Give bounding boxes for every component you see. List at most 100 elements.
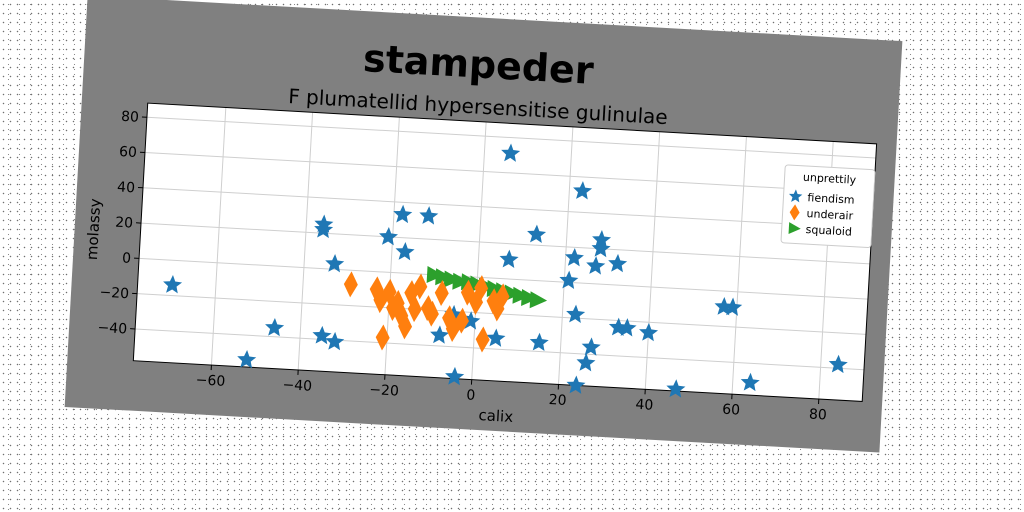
underair-point [343,271,358,298]
x-tick-label: 60 [722,402,741,419]
fiendism-point [666,379,686,398]
x-grid-line [731,136,747,395]
fiendism-point [393,204,413,224]
y-grid-line [144,152,874,194]
x-tick-label: −20 [369,382,399,400]
underair-point [375,324,390,351]
y-tick-label: 60 [119,144,138,161]
fiendism-point [608,253,628,273]
underair-point [434,280,449,306]
squaloid-point [435,268,453,286]
x-tick-label: 80 [809,407,828,424]
fiendism-point [237,349,257,369]
fiendism-point [608,317,628,337]
x-tick-label: −40 [282,377,312,395]
fiendism-point [566,304,586,324]
squaloid-point [452,272,470,290]
y-tick-label: 40 [117,179,136,196]
x-tick-label: 20 [548,392,567,409]
x-grid-line [210,107,227,366]
fiendism-point [573,181,593,200]
squaloid-point [443,270,462,288]
fiendism-point [828,354,848,374]
y-grid-line [142,187,872,230]
x-grid-line [471,122,487,380]
underair-point [454,307,469,334]
y-grid-line [139,257,868,300]
y-grid-line [135,328,864,371]
y-axis-label: molassy [83,198,104,261]
fiendism-point [529,332,549,352]
underair-point [420,295,435,322]
fiendism-point [566,375,586,394]
y-tick-label: 20 [115,215,134,232]
x-tick-label: 40 [635,397,654,414]
y-tick-label: 80 [121,109,140,126]
fiendism-point [586,256,606,275]
underair-point [382,278,397,305]
fiendism-point [430,325,450,344]
grid-lines [135,107,876,400]
fiendism-point [379,226,398,246]
squaloid-point [426,265,445,283]
fiendism-point [265,317,285,337]
fiendism-point [163,274,183,294]
underair-point [407,296,422,323]
fiendism-point [445,366,465,386]
plot-area [133,103,877,402]
fiendism-point [723,297,743,316]
underair-point [424,300,439,327]
underair-point [460,279,475,306]
fiendism-point [527,224,547,244]
axis-ticks: −60 −40 −20 0 20 40 60 80 −40 −20 0 20 40 60 80 [97,102,878,424]
y-tick-label: 0 [122,250,132,266]
fiendism-point [714,297,734,316]
chart-marks [163,143,848,398]
legend-label-fiendism: fiendism [807,191,855,207]
fiendism-point [591,238,611,258]
underair-point [475,326,490,353]
fiendism-point [499,249,519,269]
underair-point [413,273,428,300]
fiendism-point [576,352,596,372]
y-grid-line [137,293,866,335]
fiendism-point [639,322,659,342]
x-grid-line [644,131,661,390]
underair-point [369,276,384,303]
x-tick-label: −60 [195,372,225,390]
squaloid-point [521,288,539,306]
y-grid-line [140,222,870,265]
x-grid-line [297,112,314,370]
underair-point [390,289,405,316]
squaloid-point [486,279,505,297]
x-axis-label: calix [478,406,514,426]
legend-marker-squaloid [788,222,801,235]
plot-frame [132,102,878,402]
legend-title: unprettily [803,171,857,187]
x-tick-label: 0 [466,387,476,403]
x-grid-line [384,117,400,375]
legend-label-underair: underair [806,207,854,223]
fiendism-point [501,143,521,162]
y-tick-label: −20 [99,285,129,303]
fiendism-point [581,337,601,356]
underair-point [398,313,413,340]
underair-point [474,275,489,302]
legend-label-squaloid: squaloid [805,223,852,239]
fiendism-point [325,254,345,273]
fiendism-point [740,372,760,392]
legend-marker-fiendism [788,189,803,203]
fiendism-point [486,328,506,347]
legend-marker-underair [789,204,800,221]
fiendism-point [559,270,579,290]
underair-point [442,305,457,332]
fiendism-point [592,229,612,249]
fiendism-point [312,325,332,345]
x-grid-line [558,126,574,385]
underair-point [394,302,409,329]
fiendism-point [314,214,334,233]
underair-point [495,283,510,310]
fiendism-point [564,247,584,267]
